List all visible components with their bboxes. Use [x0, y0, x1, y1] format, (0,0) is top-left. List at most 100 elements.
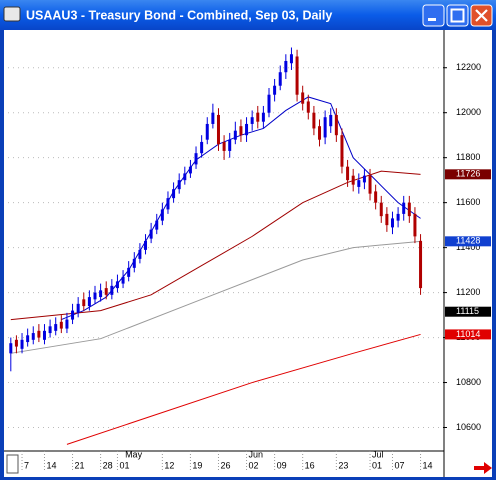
- candle-body: [132, 258, 136, 268]
- candle-body: [59, 321, 63, 329]
- candle-body: [31, 333, 35, 340]
- x-tick-label: 12: [164, 460, 174, 470]
- minimize-button[interactable]: [422, 4, 445, 27]
- window-title: USAAU3 - Treasury Bond - Combined, Sep 0…: [26, 8, 332, 22]
- candle-body: [115, 281, 119, 289]
- app-icon: [3, 6, 21, 22]
- y-tick-label: 12000: [456, 107, 481, 117]
- candle-body: [138, 249, 142, 259]
- scroll-box[interactable]: [6, 454, 19, 474]
- close-button[interactable]: [470, 4, 493, 27]
- candle-body: [245, 123, 249, 136]
- candle-body: [110, 285, 114, 295]
- maximize-button[interactable]: [446, 4, 469, 27]
- x-tick-label: 14: [423, 460, 433, 470]
- candle-body: [362, 175, 366, 183]
- x-tick-label: 01: [372, 460, 382, 470]
- candle-body: [306, 101, 310, 113]
- x-tick-label: 21: [75, 460, 85, 470]
- candle-body: [233, 130, 237, 140]
- candle-body: [329, 114, 333, 127]
- price-label: 11428: [456, 236, 480, 246]
- candle-body: [104, 288, 108, 295]
- candle-body: [9, 343, 13, 354]
- candle-body: [284, 60, 288, 73]
- candle-body: [261, 112, 265, 122]
- candle-body: [407, 202, 411, 217]
- x-tick-label: 28: [103, 460, 113, 470]
- candle-body: [172, 189, 176, 199]
- candle-body: [396, 213, 400, 221]
- candle-body: [183, 173, 187, 181]
- candle-body: [239, 126, 243, 136]
- candle-body: [390, 218, 394, 228]
- candle-body: [267, 94, 271, 113]
- candle-body: [289, 54, 293, 64]
- candle-body: [14, 339, 18, 347]
- candle-body: [93, 292, 97, 300]
- candle-body: [278, 72, 282, 86]
- candle-body: [149, 229, 153, 239]
- candle-body: [351, 175, 355, 185]
- candle-body: [346, 166, 350, 181]
- month-label: Jul: [372, 449, 384, 459]
- x-tick-label: 7: [24, 460, 29, 470]
- price-label-box: [445, 169, 491, 180]
- candle-body: [334, 114, 338, 136]
- scroll-arrow[interactable]: [474, 462, 492, 474]
- candle-body: [295, 56, 299, 95]
- price-label: 11115: [456, 306, 479, 316]
- candle-body: [71, 310, 75, 320]
- candle-body: [402, 202, 406, 214]
- price-label: 11726: [456, 169, 480, 179]
- candle-body: [188, 166, 192, 174]
- y-tick-label: 10800: [456, 377, 481, 387]
- candle-body: [87, 297, 91, 307]
- candle-body: [194, 153, 198, 165]
- candle-body: [177, 180, 181, 190]
- x-tick-label: 14: [46, 460, 56, 470]
- candle-body: [160, 209, 164, 221]
- candle-body: [385, 213, 389, 226]
- y-tick-label: 10600: [456, 422, 481, 432]
- candle-body: [357, 180, 361, 187]
- price-label-box: [445, 236, 491, 247]
- x-tick-label: 19: [192, 460, 202, 470]
- candle-body: [250, 117, 254, 124]
- candle-body: [121, 276, 125, 284]
- candle-body: [42, 330, 46, 340]
- moving-average: [10, 240, 421, 354]
- candle-body: [374, 191, 378, 203]
- x-tick-label: 23: [338, 460, 348, 470]
- candle-body: [20, 339, 24, 349]
- candle-body: [54, 324, 58, 331]
- candle-body: [127, 267, 131, 277]
- candle-body: [37, 330, 41, 338]
- moving-average: [66, 333, 421, 445]
- candle-body: [318, 126, 322, 140]
- candle-body: [413, 213, 417, 237]
- month-label: May: [125, 449, 143, 459]
- candle-body: [368, 175, 372, 194]
- x-tick-label: 26: [220, 460, 230, 470]
- candle-body: [205, 123, 209, 140]
- title-bar: [0, 0, 496, 30]
- candle-body: [211, 112, 215, 124]
- candle-body: [216, 114, 220, 145]
- candle-body: [65, 319, 69, 329]
- x-tick-label: 16: [305, 460, 315, 470]
- y-tick-label: 11400: [456, 242, 480, 252]
- candle-body: [379, 202, 383, 217]
- x-tick-label: 01: [119, 460, 129, 470]
- candle-body: [323, 117, 327, 138]
- y-tick-label: 11600: [456, 197, 480, 207]
- x-tick-label: 07: [394, 460, 404, 470]
- chart-area: [4, 30, 492, 477]
- candle-body: [26, 335, 30, 343]
- candle-body: [256, 112, 260, 122]
- candle-body: [48, 326, 52, 334]
- candle-body: [144, 240, 148, 250]
- y-tick-label: 11800: [456, 152, 480, 162]
- candle-body: [419, 240, 423, 289]
